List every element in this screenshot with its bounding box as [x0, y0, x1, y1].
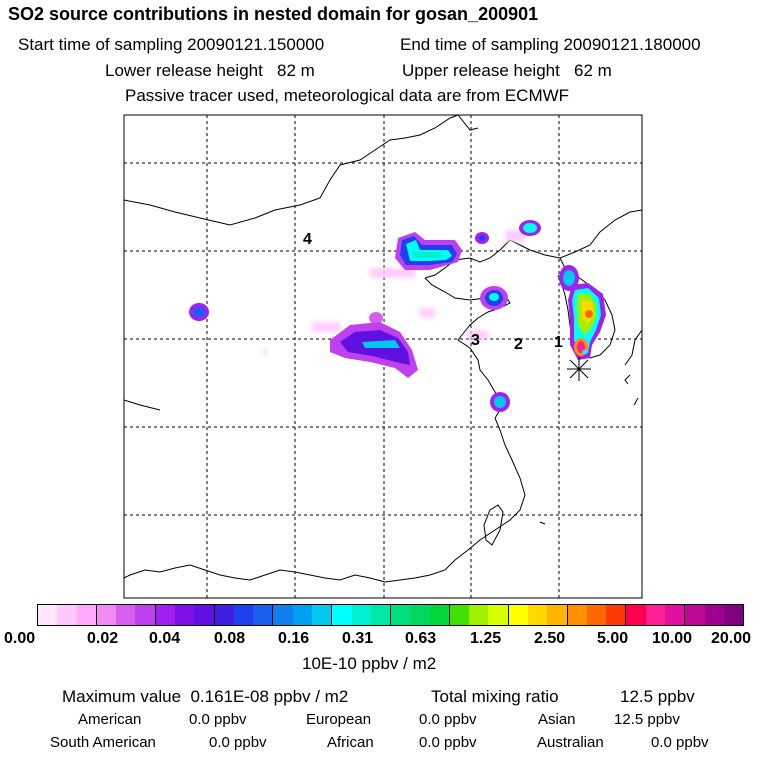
colorbar-swatch — [370, 605, 392, 625]
colorbar-tick: 0.08 — [214, 630, 246, 647]
source-name: Australian — [537, 734, 604, 751]
colorbar-swatch — [391, 605, 411, 625]
region-label-2: 2 — [514, 336, 523, 353]
colorbar-swatch — [116, 605, 136, 625]
total-mixing-value: 12.5 ppbv — [620, 687, 695, 706]
colorbar-swatch — [626, 605, 646, 625]
colorbar-swatch — [253, 605, 274, 625]
colorbar-swatch — [645, 605, 665, 625]
source-name: Asian — [538, 711, 576, 728]
colorbar-swatch — [508, 605, 529, 625]
colorbar-unit: 10E-10 ppbv / m2 — [302, 654, 437, 673]
colorbar-swatch — [488, 605, 509, 625]
colorbar-swatch — [704, 605, 724, 625]
colorbar-swatch — [214, 605, 234, 625]
colorbar-tick: 1.25 — [470, 630, 502, 647]
colorbar-swatch — [76, 605, 97, 625]
region-label-4: 4 — [303, 231, 312, 248]
colorbar-swatch — [449, 605, 470, 625]
colorbar-swatch — [311, 605, 333, 625]
source-value: 0.0 ppbv — [419, 734, 477, 751]
start-time-label: Start time of sampling 20090121.150000 — [18, 35, 325, 54]
source-value: 0.0 ppbv — [189, 711, 247, 728]
maximum-value-label: Maximum value 0.161E-08 ppbv / m2 — [62, 687, 349, 706]
colorbar-tick: 0.00 — [4, 630, 36, 647]
end-time-label: End time of sampling 20090121.180000 — [400, 35, 701, 54]
colorbar-tick: 0.02 — [87, 630, 119, 647]
colorbar-swatch — [155, 605, 175, 625]
colorbar-swatch — [567, 605, 587, 625]
colorbar-swatch — [685, 605, 705, 625]
colorbar-swatch — [547, 605, 568, 625]
colorbar-tick: 10.00 — [652, 630, 693, 647]
colorbar — [37, 604, 744, 626]
source-name: European — [306, 711, 372, 728]
region-label-1: 1 — [554, 334, 563, 351]
colorbar-swatch — [665, 605, 686, 625]
colorbar-tick: 0.04 — [149, 630, 181, 647]
colorbar-swatch — [57, 605, 77, 625]
colorbar-swatch — [606, 605, 627, 625]
colorbar-tick: 0.63 — [405, 630, 437, 647]
colorbar-tick: 0.16 — [278, 630, 310, 647]
colorbar-tick: 0.31 — [342, 630, 374, 647]
total-mixing-label: Total mixing ratio — [431, 687, 559, 706]
colorbar-tick: 5.00 — [597, 630, 629, 647]
colorbar-tick: 2.50 — [534, 630, 566, 647]
source-name: South American — [50, 734, 156, 751]
region-label-3: 3 — [471, 332, 480, 349]
source-value: 12.5 ppbv — [614, 711, 680, 728]
map-panel: 4 3 2 1 — [123, 114, 643, 599]
source-name: American — [78, 711, 142, 728]
colorbar-swatch — [332, 605, 352, 625]
lower-release-label: Lower release height 82 m — [105, 61, 315, 80]
colorbar-swatch — [273, 605, 293, 625]
colorbar-swatch — [429, 605, 450, 625]
colorbar-swatch — [194, 605, 215, 625]
colorbar-swatch — [174, 605, 195, 625]
concentration-field — [189, 220, 606, 412]
source-value: 0.0 ppbv — [651, 734, 709, 751]
colorbar-swatch — [586, 605, 607, 625]
plot-title: SO2 source contributions in nested domai… — [8, 4, 539, 24]
colorbar-swatch — [351, 605, 371, 625]
colorbar-tick: 20.00 — [711, 630, 752, 647]
colorbar-swatch — [528, 605, 548, 625]
upper-release-label: Upper release height 62 m — [402, 61, 612, 80]
source-name: African — [327, 734, 374, 751]
colorbar-swatch — [410, 605, 430, 625]
colorbar-swatch — [135, 605, 156, 625]
receptor-marker — [567, 357, 591, 381]
tracer-label: Passive tracer used, meteorological data… — [125, 86, 570, 105]
colorbar-swatch — [38, 605, 58, 625]
source-value: 0.0 ppbv — [419, 711, 477, 728]
colorbar-swatch — [96, 605, 117, 625]
colorbar-swatch — [469, 605, 489, 625]
colorbar-swatch — [723, 605, 744, 625]
source-value: 0.0 ppbv — [209, 734, 267, 751]
colorbar-swatch — [233, 605, 254, 625]
colorbar-swatch — [292, 605, 312, 625]
